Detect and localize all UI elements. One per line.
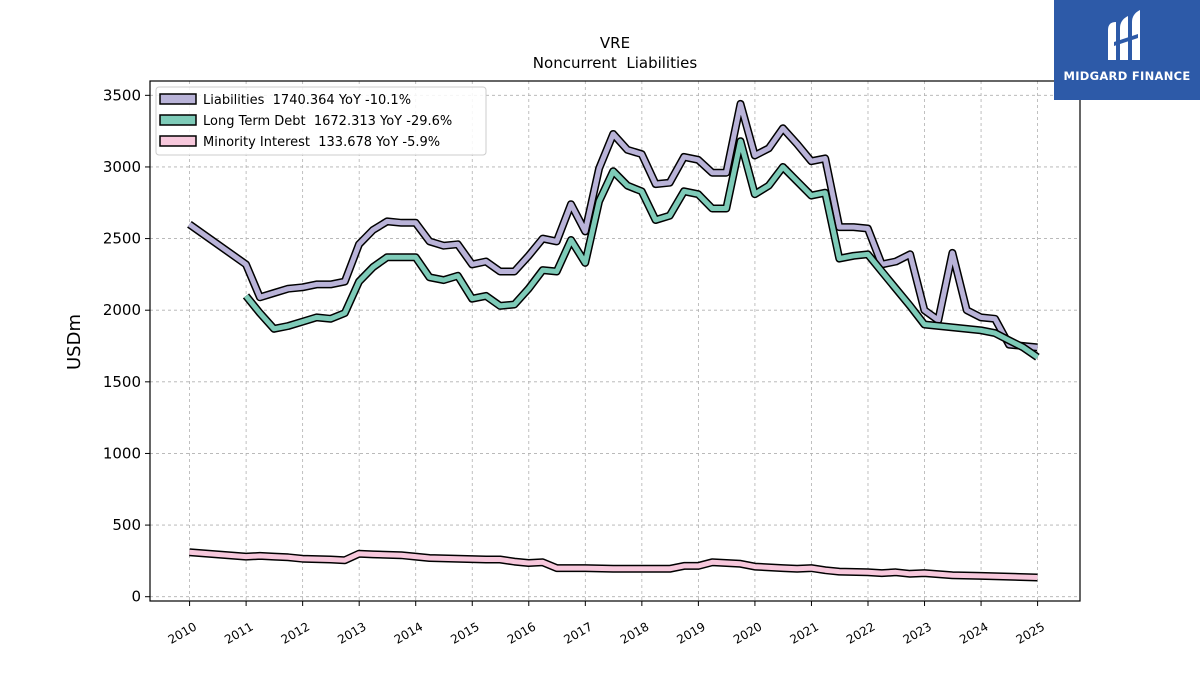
chart-title: VRE	[600, 34, 630, 52]
plot-frame	[149, 80, 1081, 602]
series-layer	[187, 99, 1040, 582]
series-line-3	[189, 548, 1038, 582]
legend-label: Minority Interest 133.678 YoY -5.9%	[203, 135, 440, 150]
grid	[150, 81, 1080, 601]
series-fill	[189, 549, 1038, 580]
logo-text: MIDGARD FINANCE	[1063, 69, 1191, 83]
y-tick-label: 1000	[103, 444, 141, 462]
logo-mark-icon	[1108, 10, 1140, 60]
legend-swatch	[159, 93, 197, 105]
legend-swatch	[159, 114, 197, 126]
y-tick-label: 2000	[103, 301, 141, 319]
x-tick-label: 2021	[788, 619, 821, 646]
y-tick-label: 1500	[103, 373, 141, 391]
x-tick-label: 2016	[505, 619, 538, 646]
y-axis-label: USDm	[64, 314, 85, 370]
legend-label: Liabilities 1740.364 YoY -10.1%	[203, 93, 411, 108]
x-tick-label: 2020	[731, 619, 764, 646]
x-ticks: 2010 2011 2012 2013 2014 2015 2016 2017 2018 2019…	[166, 601, 1047, 647]
y-tick-label: 3500	[103, 86, 141, 104]
x-tick-label: 2019	[674, 619, 707, 646]
series-fill	[187, 101, 1038, 350]
y-tick-label: 2500	[103, 230, 141, 248]
x-tick-label: 2018	[618, 619, 651, 646]
brand-logo: MIDGARD FINANCE	[1054, 0, 1200, 100]
x-tick-label: 2023	[901, 619, 934, 646]
x-tick-label: 2011	[222, 619, 255, 646]
x-tick-label: 2017	[561, 619, 594, 646]
y-ticks: 0 500 1000 1500 2000 2500 3000 3500	[103, 86, 150, 606]
legend-frame	[155, 86, 487, 156]
y-tick-label: 500	[112, 516, 141, 534]
legend: Liabilities 1740.364 YoY -10.1% Long Term…	[155, 86, 487, 156]
y-tick-label: 3000	[103, 158, 141, 176]
x-tick-label: 2025	[1014, 619, 1047, 646]
x-tick-label: 2015	[448, 619, 481, 646]
series-line-1	[187, 99, 1038, 352]
x-tick-label: 2022	[844, 619, 877, 646]
y-tick-label: 0	[131, 588, 141, 606]
legend-swatch	[159, 135, 197, 147]
series-fill	[244, 138, 1039, 360]
chart-subtitle: Noncurrent Liabilities	[533, 54, 698, 72]
legend-label: Long Term Debt 1672.313 YoY -29.6%	[203, 114, 452, 129]
series-line-2	[242, 137, 1040, 361]
x-tick-label: 2010	[166, 619, 199, 646]
x-tick-label: 2024	[957, 619, 990, 646]
x-tick-label: 2012	[279, 619, 312, 646]
x-tick-label: 2013	[335, 619, 368, 646]
x-tick-label: 2014	[392, 619, 425, 646]
